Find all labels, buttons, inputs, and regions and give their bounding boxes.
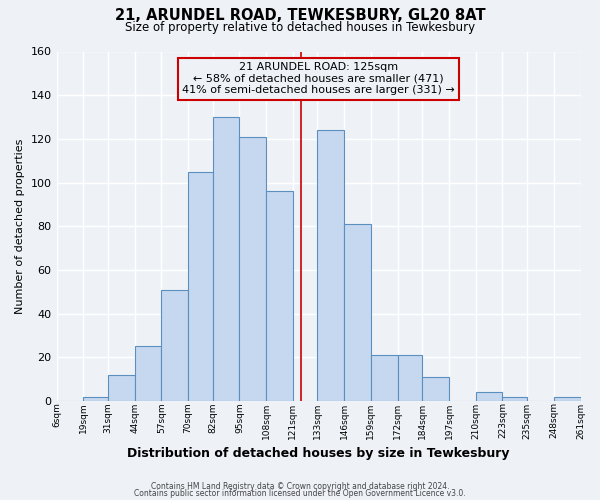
Text: 21 ARUNDEL ROAD: 125sqm
← 58% of detached houses are smaller (471)
41% of semi-d: 21 ARUNDEL ROAD: 125sqm ← 58% of detache…: [182, 62, 455, 95]
Bar: [476, 392, 502, 401]
Text: Contains public sector information licensed under the Open Government Licence v3: Contains public sector information licen…: [134, 489, 466, 498]
Text: Size of property relative to detached houses in Tewkesbury: Size of property relative to detached ho…: [125, 21, 475, 34]
Text: 21, ARUNDEL ROAD, TEWKESBURY, GL20 8AT: 21, ARUNDEL ROAD, TEWKESBURY, GL20 8AT: [115, 8, 485, 22]
Y-axis label: Number of detached properties: Number of detached properties: [15, 138, 25, 314]
Bar: [554, 396, 581, 401]
Bar: [134, 346, 161, 401]
Bar: [161, 290, 188, 401]
Text: Contains HM Land Registry data © Crown copyright and database right 2024.: Contains HM Land Registry data © Crown c…: [151, 482, 449, 491]
Bar: [188, 172, 213, 401]
X-axis label: Distribution of detached houses by size in Tewkesbury: Distribution of detached houses by size …: [127, 447, 510, 460]
Bar: [422, 377, 449, 401]
Bar: [108, 374, 134, 401]
Bar: [239, 136, 266, 401]
Bar: [266, 192, 293, 401]
Bar: [371, 355, 398, 401]
Bar: [502, 396, 527, 401]
Bar: [317, 130, 344, 401]
Bar: [398, 355, 422, 401]
Bar: [83, 396, 108, 401]
Bar: [213, 117, 239, 401]
Bar: [344, 224, 371, 401]
